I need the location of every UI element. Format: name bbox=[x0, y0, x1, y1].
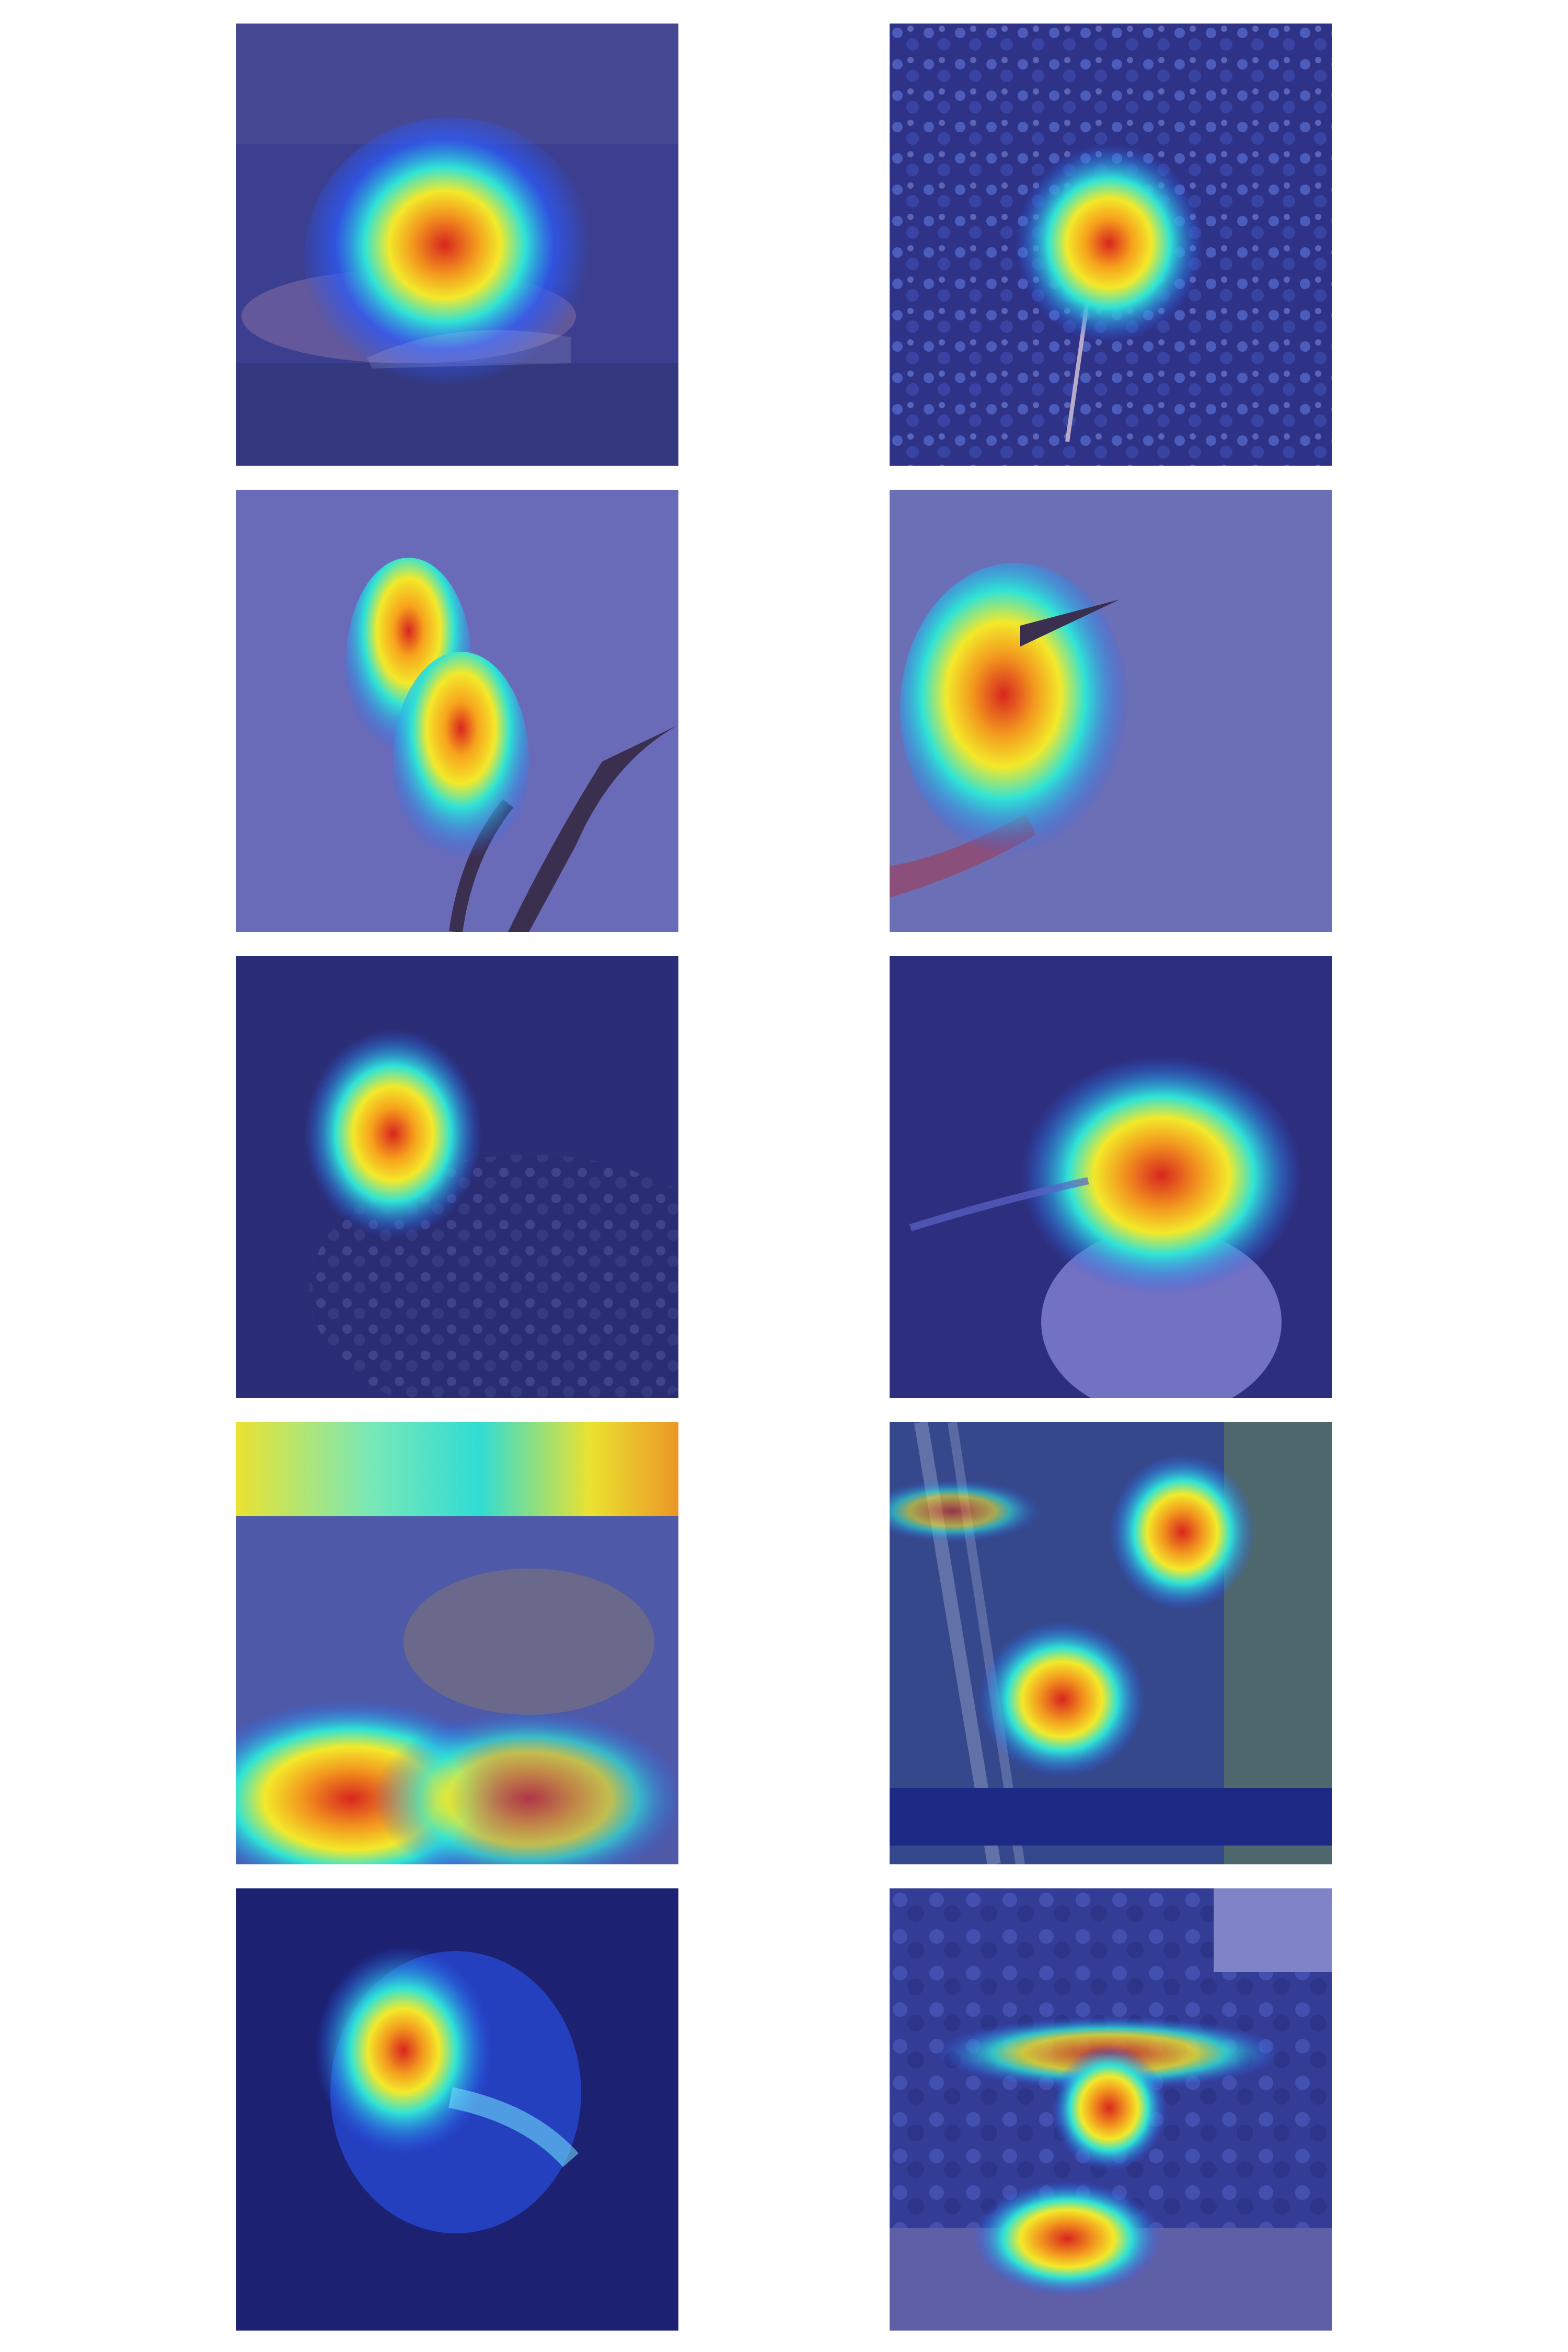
heatmap-tile-r3c2 bbox=[890, 956, 1332, 1398]
heatmap-image-r2c1 bbox=[236, 490, 678, 932]
heatmap-tile-r1c1 bbox=[236, 24, 678, 466]
heatmap-image-r1c1 bbox=[236, 24, 678, 466]
heatmap-image-r2c2 bbox=[890, 490, 1332, 932]
heatmap-tile-r2c1 bbox=[236, 490, 678, 932]
heatmap-image-r4c2 bbox=[890, 1422, 1332, 1864]
heatmap-tile-r5c1 bbox=[236, 1888, 678, 2331]
heatmap-image-r4c1 bbox=[236, 1422, 678, 1864]
heatmap-tile-r4c2 bbox=[890, 1422, 1332, 1864]
heatmap-image-r5c1 bbox=[236, 1888, 678, 2331]
heatmap-tile-r4c1 bbox=[236, 1422, 678, 1864]
heatmap-tile-r3c1 bbox=[236, 956, 678, 1398]
heatmap-tile-r5c2 bbox=[890, 1888, 1332, 2331]
heatmap-image-r1c2 bbox=[890, 24, 1332, 466]
heatmap-tile-r1c2 bbox=[890, 24, 1332, 466]
heatmap-image-r5c2 bbox=[890, 1888, 1332, 2331]
heatmap-tile-r2c2 bbox=[890, 490, 1332, 932]
heatmap-image-r3c2 bbox=[890, 956, 1332, 1398]
heatmap-image-r3c1 bbox=[236, 956, 678, 1398]
